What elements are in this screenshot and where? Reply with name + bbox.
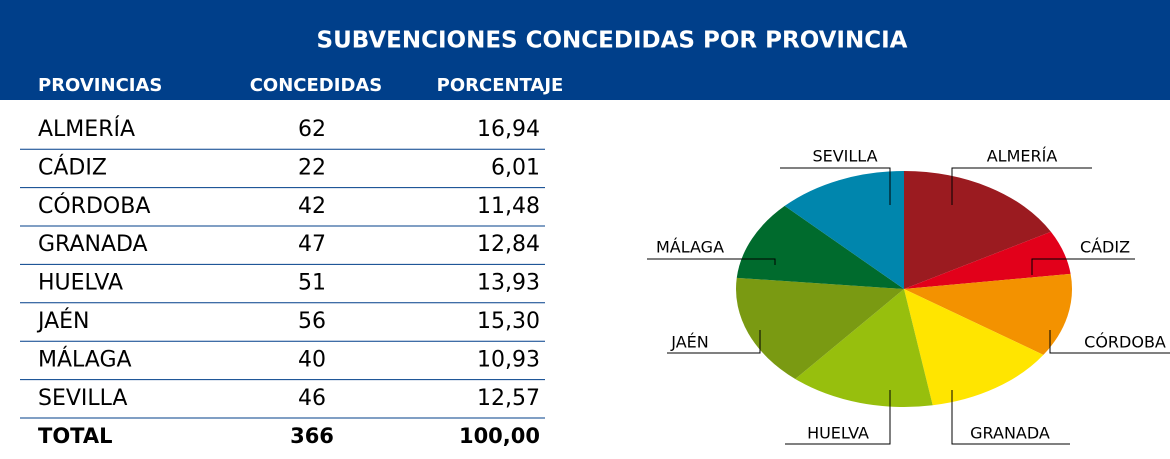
pie-slice <box>904 273 1072 355</box>
leader-line <box>785 390 891 445</box>
count: 62 <box>298 117 326 142</box>
pie-slice <box>736 205 904 289</box>
pie-slice <box>784 171 904 289</box>
leader-line <box>667 330 761 354</box>
total-label: TOTAL <box>38 424 113 448</box>
count: 56 <box>298 309 326 334</box>
pie-slice <box>904 171 1051 289</box>
slice-label: CÓRDOBA <box>1084 333 1166 352</box>
province: SEVILLA <box>38 386 127 411</box>
percent: 15,30 <box>477 309 540 334</box>
slice-label: SEVILLA <box>812 147 877 166</box>
column-header: PROVINCIAS <box>38 75 162 96</box>
percent: 10,93 <box>477 347 540 372</box>
pie-slice <box>904 231 1071 289</box>
province: CÓRDOBA <box>38 193 150 219</box>
percent: 13,93 <box>477 271 540 296</box>
slice-label: JAÉN <box>670 333 708 352</box>
slice-label: GRANADA <box>970 424 1050 443</box>
column-header: CONCEDIDAS <box>250 75 383 96</box>
slice-label: ALMERÍA <box>987 147 1058 166</box>
count: 46 <box>298 386 326 411</box>
leader-line <box>1049 330 1170 354</box>
total-percent: 100,00 <box>459 424 540 448</box>
pie-slice <box>735 277 904 379</box>
title: SUBVENCIONES CONCEDIDAS POR PROVINCIA <box>317 28 908 54</box>
leader-line <box>1031 258 1135 275</box>
percent: 12,57 <box>477 386 540 411</box>
pie-slice <box>795 289 933 407</box>
header-band <box>0 0 1170 100</box>
leader-line <box>951 167 1092 205</box>
slice-label: MÁLAGA <box>656 238 724 257</box>
province: JAÉN <box>36 308 90 334</box>
pie-slice <box>904 289 1044 406</box>
province: GRANADA <box>38 232 148 257</box>
count: 42 <box>298 194 326 219</box>
percent: 16,94 <box>477 117 540 142</box>
slice-label: HUELVA <box>807 424 869 443</box>
leader-line <box>951 390 1070 445</box>
leader-line <box>780 167 891 205</box>
province: ALMERÍA <box>38 116 135 142</box>
count: 22 <box>298 155 326 180</box>
count: 47 <box>298 232 326 257</box>
column-header: PORCENTAJE <box>437 75 564 96</box>
count: 40 <box>298 347 326 372</box>
percent: 12,84 <box>477 232 540 257</box>
province: HUELVA <box>38 271 123 296</box>
percent: 6,01 <box>491 155 540 180</box>
slice-label: CÁDIZ <box>1080 238 1130 257</box>
province: CÁDIZ <box>38 154 107 180</box>
percent: 11,48 <box>477 194 540 219</box>
leader-line <box>647 258 776 265</box>
total-count: 366 <box>290 424 334 448</box>
province: MÁLAGA <box>38 346 132 372</box>
count: 51 <box>298 271 326 296</box>
